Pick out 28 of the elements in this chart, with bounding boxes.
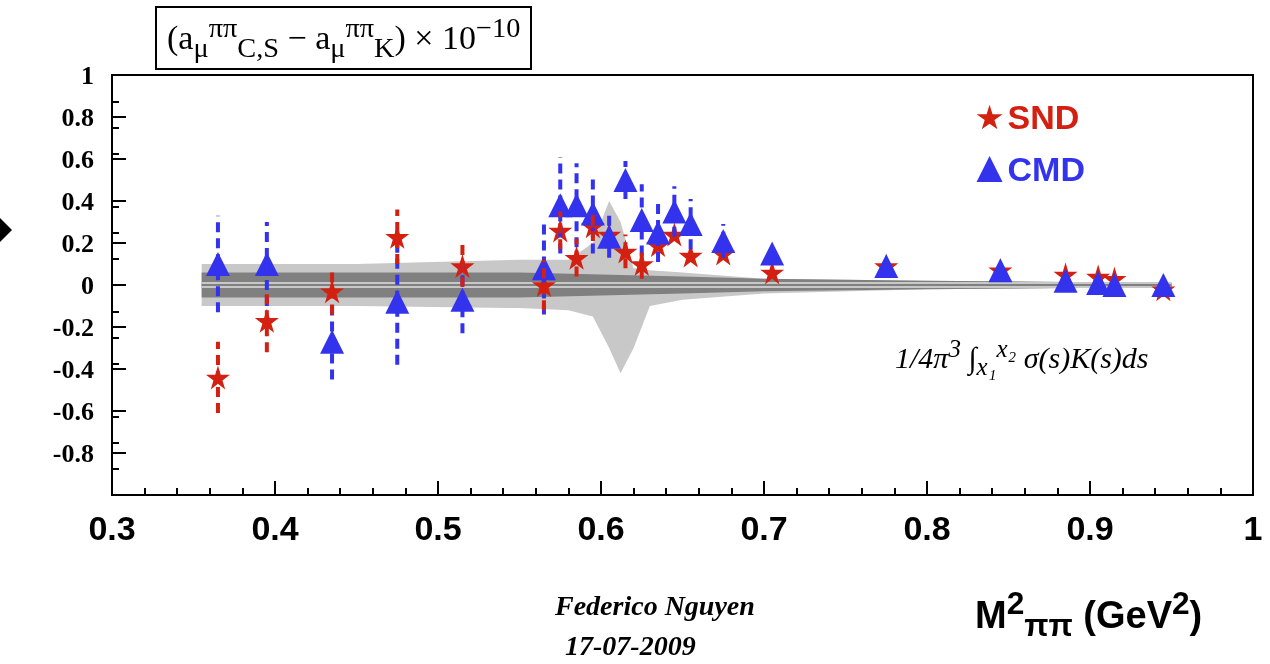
x-tick-label: 1	[1243, 509, 1263, 547]
x-tick-label: 0.9	[1066, 509, 1114, 547]
y-tick-label: 1	[81, 60, 94, 90]
x-tick-label: 0.4	[251, 509, 299, 547]
x-tick-label: 0.3	[88, 509, 136, 547]
legend-label: SND	[1007, 98, 1080, 136]
y-tick-label: 0	[81, 270, 94, 300]
text: 17-07-2009	[565, 630, 696, 662]
x-axis-title: M$^{2}$$_{ππ}$ (GeV$^{2}$)	[975, 585, 1203, 645]
y-tick-label: 0.6	[61, 144, 94, 174]
point	[1053, 268, 1078, 293]
text: Federico Nguyen	[555, 590, 755, 622]
y-tick-label: 0.2	[61, 228, 94, 258]
y-tick-label: -0.8	[52, 438, 94, 468]
point	[760, 241, 785, 266]
y-tick-label: -0.2	[52, 312, 94, 342]
y-tick-label: 0.4	[61, 186, 94, 216]
y-tick-label: -0.4	[52, 354, 94, 384]
legend-label: CMD	[1007, 150, 1086, 188]
point	[1102, 273, 1127, 297]
x-tick-label: 0.6	[577, 509, 625, 547]
y-tick-label: -0.6	[52, 396, 94, 426]
point	[1151, 273, 1176, 297]
annotation: 1/4π$^{3}$ ∫$_{x₁}$$^{x₂}$ σ(s)K(s)ds	[895, 335, 1149, 381]
x-tick-label: 0.8	[903, 509, 951, 547]
x-tick-label: 0.7	[740, 509, 788, 547]
y-tick-label: 0.8	[61, 102, 94, 132]
x-tick-label: 0.5	[414, 509, 462, 547]
